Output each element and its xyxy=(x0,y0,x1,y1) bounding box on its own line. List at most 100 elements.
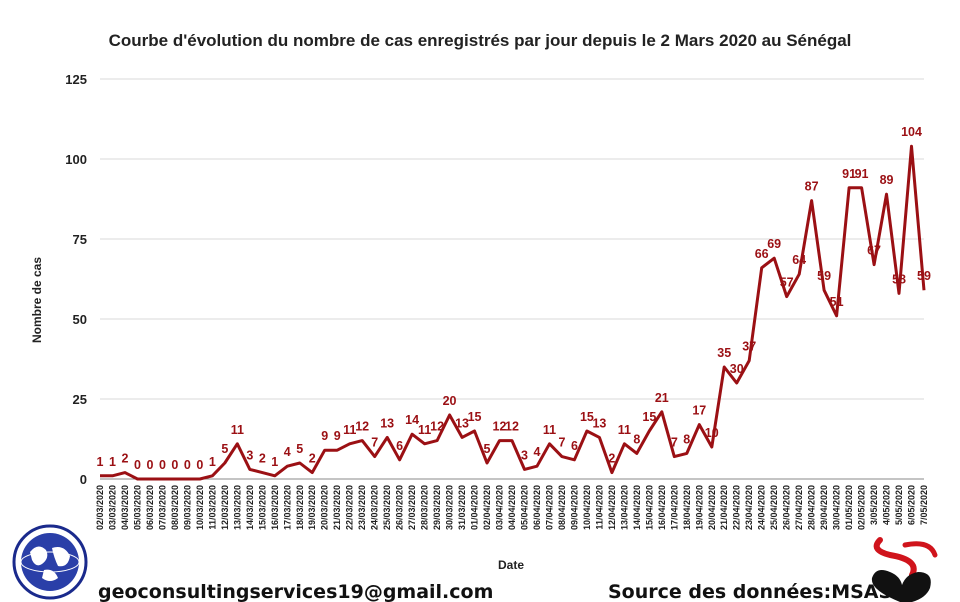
x-tick-label: 6/05/2020 xyxy=(907,485,917,525)
x-tick-label: 23/03/2020 xyxy=(357,485,367,530)
x-tick-label: 02/03/2020 xyxy=(95,485,105,530)
x-tick-label: 15/04/2020 xyxy=(644,485,654,530)
data-label: 0 xyxy=(171,458,178,472)
data-label: 13 xyxy=(380,416,394,430)
x-tick-label: 03/03/2020 xyxy=(107,485,117,530)
data-label: 4 xyxy=(284,445,291,459)
data-label: 2 xyxy=(309,452,316,466)
x-tick-label: 01/04/2020 xyxy=(470,485,480,530)
data-label: 15 xyxy=(580,410,594,424)
data-label: 11 xyxy=(343,423,356,437)
data-label: 8 xyxy=(683,432,690,446)
y-tick-label: 25 xyxy=(73,392,87,407)
data-label: 37 xyxy=(742,340,756,354)
data-label: 35 xyxy=(717,346,731,360)
data-label: 14 xyxy=(405,413,419,427)
x-tick-label: 12/03/2020 xyxy=(220,485,230,530)
x-tick-label: 15/03/2020 xyxy=(257,485,267,530)
x-tick-label: 07/03/2020 xyxy=(157,485,167,530)
x-tick-label: 23/04/2020 xyxy=(744,485,754,530)
data-label: 12 xyxy=(493,420,507,434)
x-tick-label: 30/04/2020 xyxy=(832,485,842,530)
x-tick-label: 5/05/2020 xyxy=(894,485,904,525)
x-tick-label: 22/03/2020 xyxy=(345,485,355,530)
x-tick-label: 05/04/2020 xyxy=(519,485,529,530)
x-tick-label: 10/03/2020 xyxy=(195,485,205,530)
x-tick-label: 28/03/2020 xyxy=(420,485,430,530)
x-tick-label: 4/05/2020 xyxy=(882,485,892,525)
x-tick-label: 11/04/2020 xyxy=(594,485,604,530)
y-axis-ticks: 0 25 50 75 100 125 xyxy=(65,72,87,487)
x-tick-label: 16/04/2020 xyxy=(657,485,667,530)
x-tick-label: 16/03/2020 xyxy=(270,485,280,530)
data-label: 0 xyxy=(184,458,191,472)
data-label: 57 xyxy=(780,276,794,290)
data-label: 6 xyxy=(571,439,578,453)
data-label: 59 xyxy=(817,269,831,283)
x-tick-label: 07/04/2020 xyxy=(544,485,554,530)
x-tick-label: 04/03/2020 xyxy=(120,485,130,530)
x-tick-label: 04/04/2020 xyxy=(507,485,517,530)
x-tick-label: 14/03/2020 xyxy=(245,485,255,530)
x-tick-label: 03/04/2020 xyxy=(495,485,505,530)
data-label: 0 xyxy=(134,458,141,472)
data-label: 12 xyxy=(505,420,519,434)
data-label: 2 xyxy=(121,452,128,466)
data-label: 1 xyxy=(97,455,104,469)
x-tick-label: 02/04/2020 xyxy=(482,485,492,530)
x-tick-label: 09/03/2020 xyxy=(182,485,192,530)
data-label: 1 xyxy=(209,455,216,469)
data-label: 5 xyxy=(296,442,303,456)
data-label: 11 xyxy=(418,423,431,437)
data-label: 13 xyxy=(455,416,469,430)
data-label: 9 xyxy=(321,429,328,443)
data-label: 0 xyxy=(196,458,203,472)
x-tick-label: 06/04/2020 xyxy=(532,485,542,530)
x-tick-label: 3/05/2020 xyxy=(869,485,879,525)
data-label: 7 xyxy=(671,436,678,450)
x-tick-label: 25/04/2020 xyxy=(769,485,779,530)
x-tick-label: 10/04/2020 xyxy=(582,485,592,530)
data-label: 6 xyxy=(396,439,403,453)
data-label: 3 xyxy=(246,448,253,462)
data-label: 89 xyxy=(880,173,894,187)
x-tick-label: 18/03/2020 xyxy=(295,485,305,530)
data-label: 15 xyxy=(642,410,656,424)
y-tick-label: 125 xyxy=(65,72,87,87)
data-label: 2 xyxy=(608,452,615,466)
x-tick-label: 28/04/2020 xyxy=(807,485,817,530)
data-label: 1 xyxy=(271,455,278,469)
x-tick-label: 13/03/2020 xyxy=(232,485,242,530)
x-tick-label: 01/05/2020 xyxy=(844,485,854,530)
data-label: 11 xyxy=(543,423,556,437)
contact-email: geoconsultingservices19@gmail.com xyxy=(98,581,493,602)
data-source: Source des données:MSAS xyxy=(608,581,892,602)
data-label: 4 xyxy=(533,445,540,459)
x-tick-label: 11/03/2020 xyxy=(207,485,217,530)
data-label: 15 xyxy=(468,410,482,424)
x-tick-label: 17/03/2020 xyxy=(282,485,292,530)
x-tick-label: 27/04/2020 xyxy=(794,485,804,530)
x-tick-label: 17/04/2020 xyxy=(669,485,679,530)
x-tick-label: 29/04/2020 xyxy=(819,485,829,530)
x-tick-label: 09/04/2020 xyxy=(569,485,579,530)
geo-consulting-logo-icon xyxy=(12,524,88,600)
y-tick-label: 50 xyxy=(73,312,87,327)
y-tick-label: 100 xyxy=(65,152,87,167)
data-label: 20 xyxy=(443,394,457,408)
data-label: 87 xyxy=(805,180,819,194)
data-label: 7 xyxy=(558,436,565,450)
gridlines xyxy=(100,78,924,480)
x-tick-label: 18/04/2020 xyxy=(682,485,692,530)
x-tick-label: 24/03/2020 xyxy=(370,485,380,530)
x-tick-label: 14/04/2020 xyxy=(632,485,642,530)
data-label: 51 xyxy=(830,295,844,309)
data-label: 3 xyxy=(521,448,528,462)
x-tick-label: 27/03/2020 xyxy=(407,485,417,530)
x-tick-label: 30/03/2020 xyxy=(445,485,455,530)
x-tick-label: 22/04/2020 xyxy=(732,485,742,530)
x-tick-label: 20/04/2020 xyxy=(707,485,717,530)
data-label: 12 xyxy=(430,420,444,434)
